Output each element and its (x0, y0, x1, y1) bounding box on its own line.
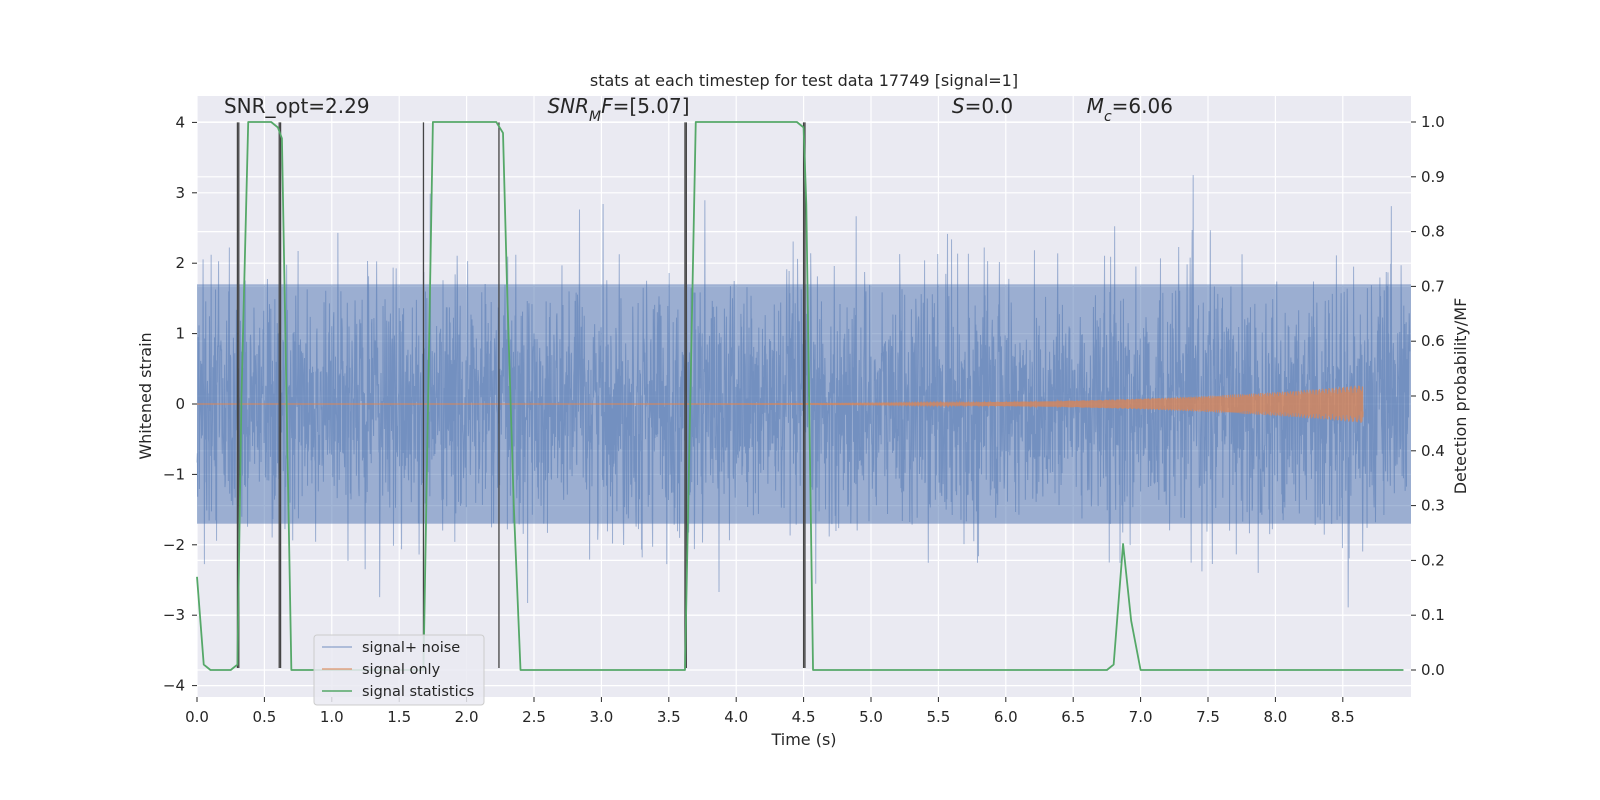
annotation: SNRMF=[5.07] (547, 94, 689, 125)
signal-only-trace (197, 385, 1364, 423)
x-tick-label: 1.5 (387, 708, 411, 726)
annotation: SNR_opt=2.29 (224, 94, 370, 118)
x-tick-label: 5.0 (859, 708, 883, 726)
y-right-tick-label: 0.1 (1421, 606, 1445, 624)
y-axis-label-left: Whitened strain (136, 332, 155, 459)
y-left-tick-label: −2 (163, 536, 185, 554)
x-tick-label: 8.5 (1331, 708, 1355, 726)
y-right-tick-label: 0.9 (1421, 168, 1445, 186)
x-tick-label: 4.5 (792, 708, 816, 726)
annotation-part: F (601, 94, 613, 118)
annotation-part: =6.06 (1112, 94, 1173, 118)
chart-title: stats at each timestep for test data 177… (590, 71, 1018, 90)
y-left-tick-label: 0 (175, 395, 185, 413)
y-right-tick-label: 1.0 (1421, 113, 1445, 131)
legend-label-signal-noise: signal+ noise (362, 640, 460, 656)
y-right-tick-label: 0.5 (1421, 387, 1445, 405)
y-right-tick-label: 0.6 (1421, 332, 1445, 350)
legend-label-signal-only: signal only (362, 662, 441, 678)
annotation-part: c (1104, 109, 1112, 125)
x-tick-label: 8.0 (1263, 708, 1287, 726)
y-left-tick-label: 3 (175, 184, 185, 202)
legend-box (313, 634, 485, 706)
series-signal-only (197, 385, 1364, 423)
y-left-axis-ticks: −4 −3 −2 −1 0 1 2 3 4 (163, 113, 197, 695)
y-right-axis-ticks: 0.0 0.1 0.2 0.3 0.4 0.5 0.6 0.7 0.8 0.9 1.0 (1411, 113, 1445, 679)
x-tick-label: 6.5 (1061, 708, 1085, 726)
x-tick-label: 5.5 (926, 708, 950, 726)
x-tick-label: 6.0 (994, 708, 1018, 726)
x-tick-label: 7.5 (1196, 708, 1220, 726)
legend: signal+ noise signal only signal statist… (313, 634, 485, 706)
x-tick-label: 2.0 (455, 708, 479, 726)
y-right-tick-label: 0.3 (1421, 497, 1445, 515)
x-tick-label: 3.5 (657, 708, 681, 726)
annotation-part: S (952, 94, 965, 118)
y-left-tick-label: 1 (175, 325, 185, 343)
x-tick-label: 0.5 (252, 708, 276, 726)
x-tick-label: 2.5 (522, 708, 546, 726)
annotation-part: SNR_opt=2.29 (224, 94, 370, 118)
y-right-tick-label: 0.2 (1421, 551, 1445, 569)
y-right-tick-label: 0.8 (1421, 223, 1445, 241)
y-right-tick-label: 0.4 (1421, 442, 1445, 460)
x-axis-ticks: 0.0 0.5 1.0 1.5 2.0 2.5 3.0 3.5 4.0 4.5 5.0 5.5 6.0 6… (185, 697, 1355, 726)
annotation: Mc=6.06 (1087, 94, 1173, 125)
y-left-tick-label: 2 (175, 254, 185, 272)
x-axis-label: Time (s) (770, 730, 836, 749)
legend-label-signal-statistics: signal statistics (362, 684, 474, 700)
y-right-tick-label: 0.0 (1421, 661, 1445, 679)
annotation-part: =[5.07] (613, 94, 690, 118)
x-tick-label: 4.0 (724, 708, 748, 726)
annotations: SNR_opt=2.29 SNRMF=[5.07] S=0.0 Mc=6.06 (224, 94, 1173, 125)
annotation-part: =0.0 (965, 94, 1014, 118)
y-left-tick-label: −1 (163, 465, 185, 483)
x-tick-label: 7.0 (1129, 708, 1153, 726)
x-tick-label: 0.0 (185, 708, 209, 726)
annotation-part: SNR (547, 94, 589, 118)
y-left-tick-label: −3 (163, 606, 185, 624)
series-signal-statistics (196, 121, 1404, 671)
annotation-part: M (589, 109, 601, 125)
y-left-tick-label: −4 (163, 677, 185, 695)
y-right-tick-label: 0.7 (1421, 277, 1445, 295)
x-tick-label: 1.0 (320, 708, 344, 726)
annotation: S=0.0 (952, 94, 1013, 118)
x-tick-label: 3.0 (589, 708, 613, 726)
y-left-tick-label: 4 (175, 113, 185, 131)
y-axis-label-right: Detection probability/MF (1451, 298, 1470, 495)
signal-statistics-trace (196, 121, 1404, 671)
annotation-part: M (1087, 94, 1104, 118)
